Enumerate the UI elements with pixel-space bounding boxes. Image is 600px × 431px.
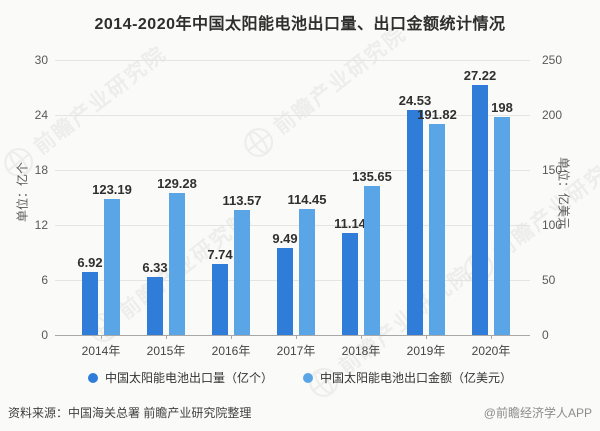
right-axis-tick-label: 50: [542, 273, 556, 287]
left-axis-tick-label: 12: [34, 218, 48, 232]
bar-value-label: 7.74: [207, 247, 233, 263]
gridline: [55, 60, 530, 61]
right-axis-tick-label: 0: [542, 328, 549, 342]
legend-dot-icon: [303, 372, 313, 383]
bar-export-value: [364, 185, 380, 335]
right-axis-tick-label: 100: [542, 218, 563, 232]
bar-export-value: [234, 210, 250, 335]
legend-item: 中国太阳能电池出口金额（亿美元）: [303, 369, 512, 386]
x-axis-tick: [426, 335, 427, 339]
x-axis-category-label: 2016年: [211, 344, 251, 358]
x-axis-tick: [296, 335, 297, 339]
legend-label: 中国太阳能电池出口金额（亿美元）: [320, 371, 513, 385]
watermark-text: 前瞻产业研究院: [269, 21, 411, 140]
chart-title: 2014-2020年中国太阳能电池出口量、出口金额统计情况: [94, 16, 506, 33]
bar-export-value: [429, 123, 445, 335]
right-axis-tick-label: 200: [542, 108, 563, 122]
bar-value-label: 6.33: [142, 259, 168, 275]
gridline: [55, 115, 530, 116]
bar-export-volume: [147, 276, 163, 335]
bar-value-label: 6.92: [77, 254, 103, 270]
bar-export-volume: [472, 85, 488, 335]
bar-value-label: 123.19: [92, 182, 132, 198]
right-axis-unit-label: 单位：亿美元: [556, 156, 571, 230]
x-axis-tick: [101, 335, 102, 339]
gridline: [55, 225, 530, 226]
bar-export-value: [104, 199, 120, 335]
left-axis-unit-label: 单位：亿个: [15, 161, 30, 223]
bar-value-label: 191.82: [417, 106, 457, 122]
bar-export-volume: [82, 271, 98, 335]
left-axis-tick-label: 30: [34, 53, 48, 67]
bar-export-value: [169, 192, 185, 335]
left-axis-tick-label: 24: [34, 108, 48, 122]
legend-label: 中国太阳能电池出口量（亿个）: [104, 371, 273, 385]
left-axis-tick-label: 0: [41, 328, 48, 342]
left-axis-tick-label: 6: [41, 273, 48, 287]
x-axis-category-label: 2020年: [471, 344, 511, 358]
watermark: 前瞻产业研究院: [236, 17, 413, 165]
right-axis-tick-label: 250: [542, 53, 563, 67]
legend-dot-icon: [87, 372, 98, 383]
bar-value-label: 113.57: [222, 193, 262, 209]
source-note: 资料来源：中国海关总署 前瞻产业研究院整理: [8, 406, 252, 420]
x-axis-line: [55, 335, 530, 336]
right-axis-tick-label: 150: [542, 163, 563, 177]
bar-value-label: 135.65: [352, 168, 392, 184]
brand-credit: @前瞻经济学人APP: [483, 406, 592, 420]
x-axis-tick: [166, 335, 167, 339]
x-axis-tick: [491, 335, 492, 339]
x-axis-category-label: 2019年: [406, 344, 446, 358]
footer: 资料来源：中国海关总署 前瞻产业研究院整理 @前瞻经济学人APP: [0, 404, 600, 421]
bar-export-value: [299, 209, 315, 335]
bar-value-label: 114.45: [287, 192, 327, 208]
bar-value-label: 198: [491, 100, 513, 116]
x-axis-category-label: 2017年: [276, 344, 316, 358]
bar-value-label: 27.22: [463, 68, 497, 84]
bar-value-label: 11.14: [334, 215, 366, 231]
bar-export-value: [494, 117, 510, 335]
bar-value-label: 129.28: [157, 175, 197, 191]
x-axis-category-label: 2014年: [81, 344, 121, 358]
bar-value-label: 9.49: [272, 231, 298, 246]
left-axis-tick-label: 18: [34, 163, 48, 177]
x-axis-tick: [361, 335, 362, 339]
legend: 中国太阳能电池出口量（亿个） 中国太阳能电池出口金额（亿美元）: [0, 369, 600, 386]
bar-export-volume: [277, 248, 293, 335]
legend-item: 中国太阳能电池出口量（亿个）: [87, 369, 273, 386]
watermark-text: 前瞻产业研究院: [29, 41, 171, 160]
gridline: [55, 170, 530, 171]
bar-export-volume: [407, 110, 423, 335]
bar-export-volume: [212, 264, 228, 335]
x-axis-tick: [231, 335, 232, 339]
bar-export-volume: [342, 232, 358, 335]
x-axis-category-label: 2018年: [341, 344, 381, 358]
bar-value-label: 24.53: [398, 93, 432, 109]
x-axis-category-label: 2015年: [146, 344, 186, 358]
globe-icon: [244, 128, 274, 157]
